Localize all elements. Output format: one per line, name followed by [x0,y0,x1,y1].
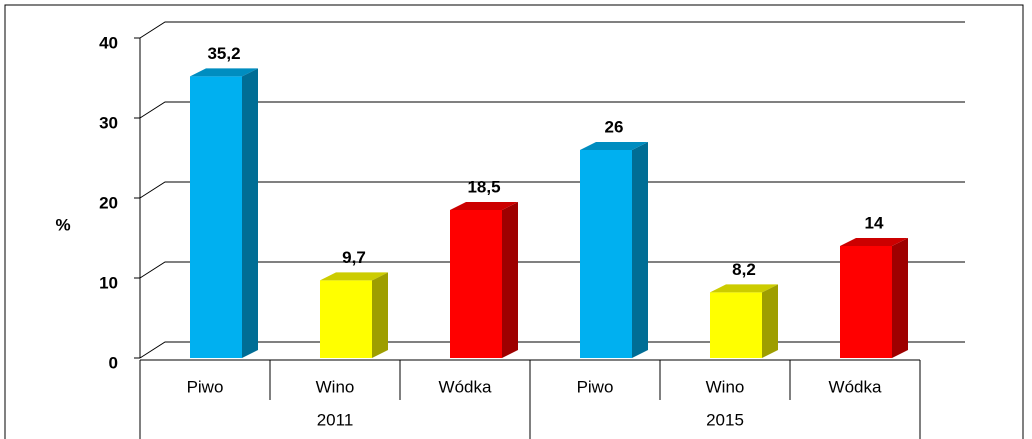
y-tick-label: 20 [99,193,118,212]
bar-top [580,142,648,150]
x-tick-label: Piwo [577,377,614,396]
grid-line [139,341,965,359]
bar [190,76,242,359]
x-tick-label: Wódka [439,377,492,396]
bar-side [892,238,908,358]
value-label: 8,2 [732,260,756,279]
y-tick-label: 0 [109,353,118,372]
bar [320,280,372,358]
bar-top [190,68,258,77]
grid-line [139,21,965,39]
value-label: 18,5 [467,177,500,196]
bar-top [450,202,518,210]
x-tick-label: Piwo [187,377,224,396]
frame [4,4,1024,439]
value-label: 14 [865,213,884,232]
value-label: 35,2 [207,44,240,63]
bar [580,150,632,358]
bar-side [632,142,648,358]
value-label: 26 [605,117,624,136]
bar-side [242,68,258,359]
bar-top [710,284,778,293]
grid-line [139,261,965,279]
bar [710,292,762,358]
bar [840,246,892,358]
bar-side [372,272,388,358]
x-tick-label: Wino [706,377,745,396]
y-axis-label: % [55,215,70,234]
y-tick-label: 10 [99,273,118,292]
bar-side [502,202,518,358]
grid-line [139,181,965,199]
bar-top [840,238,908,246]
y-tick-label: 40 [99,33,118,52]
x-tick-label: Wino [316,377,355,396]
grid-line [139,101,965,119]
value-label: 9,7 [342,248,366,267]
y-tick-label: 30 [99,113,118,132]
bar-top [320,272,388,281]
group-label: 2011 [317,410,354,429]
x-tick-label: Wódka [829,377,882,396]
group-label: 2015 [706,410,744,429]
bar [450,210,502,358]
bar-side [762,284,778,358]
